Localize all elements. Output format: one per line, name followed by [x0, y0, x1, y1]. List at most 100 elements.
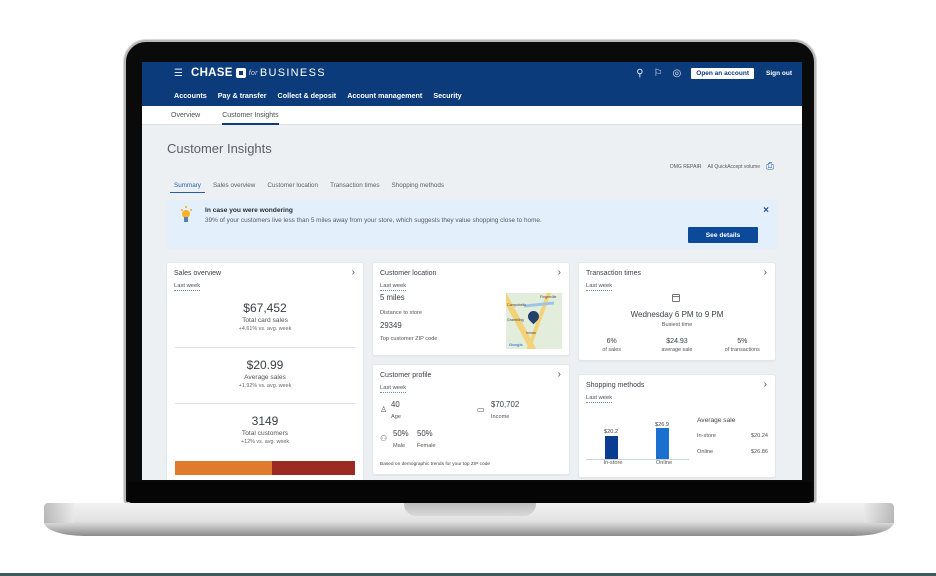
map-label: Campobello: [507, 303, 527, 307]
nav-account-management[interactable]: Account management: [347, 90, 423, 100]
people-icon: ⚇: [380, 434, 388, 443]
metric-label: Total card sales: [242, 317, 288, 324]
female-label: Female: [417, 443, 436, 449]
nav-accounts[interactable]: Accounts: [174, 90, 207, 100]
avg-row-value: $26.86: [750, 449, 768, 455]
location-map[interactable]: Fingerville Campobello Grambling Inman G…: [506, 293, 562, 349]
insight-tabs: Summary Sales overview Customer location…: [167, 182, 777, 193]
female-value: 50%: [417, 429, 433, 438]
stat-value: 6%: [606, 338, 617, 345]
sales-overview-card[interactable]: Sales overview › Last week $67,452 Total…: [166, 262, 364, 480]
sales-split-segment-b: [272, 461, 355, 475]
profile-icon[interactable]: ◎: [672, 67, 682, 79]
chevron-right-icon[interactable]: ›: [763, 379, 767, 390]
avg-row-label: In-store: [697, 433, 716, 439]
banner-text: 39% of your customers live less than 5 m…: [205, 217, 542, 224]
banner-title: In case you were wondering: [205, 207, 293, 214]
metric-label: Total customers: [241, 430, 289, 437]
notifications-icon[interactable]: ⚐: [653, 67, 663, 79]
period-link[interactable]: Last week: [174, 283, 201, 291]
subnav-overview[interactable]: Overview: [171, 111, 201, 119]
sales-split-segment-a: [175, 461, 273, 475]
shopping-methods-card[interactable]: Shopping methods › Last week $20.2 $26.9…: [578, 374, 776, 478]
metric-value: $20.99: [246, 358, 284, 372]
stat-value: $24.93: [666, 338, 688, 345]
search-icon[interactable]: ⚲: [636, 67, 644, 79]
average-sale-title: Average sale: [697, 417, 736, 424]
chevron-right-icon[interactable]: ›: [763, 267, 767, 278]
business-name: DMG REPAIR: [670, 163, 702, 170]
stat-value: 5%: [737, 338, 748, 345]
tab-transaction-times[interactable]: Transaction times: [330, 182, 380, 189]
avg-row-value: $20.24: [750, 433, 768, 439]
bar-in-store: [605, 436, 618, 459]
distance-value: 5 miles: [380, 293, 405, 302]
logo-for-text: for: [248, 69, 258, 77]
bar-online: [656, 428, 669, 459]
print-icon[interactable]: ⎙: [766, 161, 774, 172]
close-icon[interactable]: ×: [763, 205, 769, 216]
volume-filter[interactable]: All QuickAccept volume: [707, 163, 760, 170]
bar-value-label: $20.2: [604, 429, 618, 435]
top-bar-actions: ⚲ ⚐ ◎ Open an account Sign out: [636, 67, 792, 79]
tab-sales-overview[interactable]: Sales overview: [212, 182, 256, 189]
period-link[interactable]: Last week: [380, 283, 407, 291]
avg-row-label: Online: [697, 449, 714, 455]
nav-security[interactable]: Security: [433, 90, 462, 100]
age-label: Age: [391, 414, 401, 420]
map-label: Fingerville: [540, 295, 557, 299]
map-brand: Google: [509, 342, 523, 347]
lightbulb-icon: [179, 206, 193, 226]
chevron-right-icon[interactable]: ›: [557, 267, 561, 278]
distance-label: Distance to store: [380, 310, 422, 316]
sub-nav: Overview Customer Insights: [142, 106, 802, 125]
laptop-bezel-bottom: [128, 482, 812, 504]
zip-value: 29349: [380, 321, 402, 330]
period-link[interactable]: Last week: [380, 385, 407, 393]
page-content: Customer Insights DMG REPAIR All QuickAc…: [142, 141, 802, 249]
period-link[interactable]: Last week: [586, 395, 613, 403]
average-sale-row: In-store $20.24: [697, 433, 768, 439]
divider: [175, 403, 355, 404]
divider: [175, 347, 355, 348]
card-title: Customer profile: [380, 372, 432, 379]
chase-octagon-icon: [235, 68, 246, 78]
metric-total-customers: 3149 Total customers +12% vs. avg. week: [167, 414, 363, 445]
bar-value-label: $26.9: [655, 422, 669, 428]
age-value: 40: [391, 400, 400, 409]
sign-out-link[interactable]: Sign out: [766, 69, 792, 77]
top-bar: ☰ CHASE for BUSINESS ⚲ ⚐ ◎ Open an accou…: [142, 62, 802, 84]
see-details-button[interactable]: See details: [688, 227, 758, 243]
metric-value: 3149: [251, 414, 279, 428]
transaction-times-card[interactable]: Transaction times › Last week Wednesday …: [578, 262, 776, 361]
open-account-button[interactable]: Open an account: [691, 67, 754, 79]
profile-note: Based on demographic trends for your top…: [380, 462, 491, 467]
customer-profile-card[interactable]: Customer profile › Last week ♙ 40 Age ▭ …: [372, 364, 570, 475]
tab-customer-location[interactable]: Customer location: [267, 182, 319, 189]
stat-average-sale: $24.93 average sale: [644, 338, 709, 353]
menu-icon[interactable]: ☰: [174, 67, 183, 79]
metric-average-sales: $20.99 Average sales +1.92% vs. avg. wee…: [167, 358, 363, 389]
tab-shopping-methods[interactable]: Shopping methods: [391, 182, 445, 189]
page-bottom-strip: [0, 573, 936, 576]
tab-summary[interactable]: Summary: [170, 182, 205, 193]
chevron-right-icon[interactable]: ›: [557, 369, 561, 380]
subnav-customer-insights[interactable]: Customer Insights: [222, 106, 280, 125]
average-sale-row: Online $26.86: [697, 449, 768, 455]
period-link[interactable]: Last week: [586, 283, 613, 291]
map-label: Grambling: [507, 318, 524, 322]
card-title: Customer location: [380, 270, 437, 277]
calendar-icon: [672, 294, 680, 302]
metric-value: $67,452: [243, 301, 287, 315]
chevron-right-icon[interactable]: ›: [351, 267, 355, 278]
nav-pay-transfer[interactable]: Pay & transfer: [217, 90, 267, 100]
customer-location-card[interactable]: Customer location › Last week 5 miles Di…: [372, 262, 570, 356]
chase-logo[interactable]: CHASE for BUSINESS: [191, 67, 326, 79]
male-value: 50%: [393, 429, 409, 438]
stat-label: average sale: [661, 347, 693, 353]
x-axis-label: In-store: [603, 460, 623, 466]
nav-collect-deposit[interactable]: Collect & deposit: [277, 90, 337, 100]
card-title: Sales overview: [174, 270, 222, 277]
metric-total-card-sales: $67,452 Total card sales +4.61% vs. avg.…: [167, 301, 363, 332]
metric-change: +12% vs. avg. week: [240, 439, 290, 445]
